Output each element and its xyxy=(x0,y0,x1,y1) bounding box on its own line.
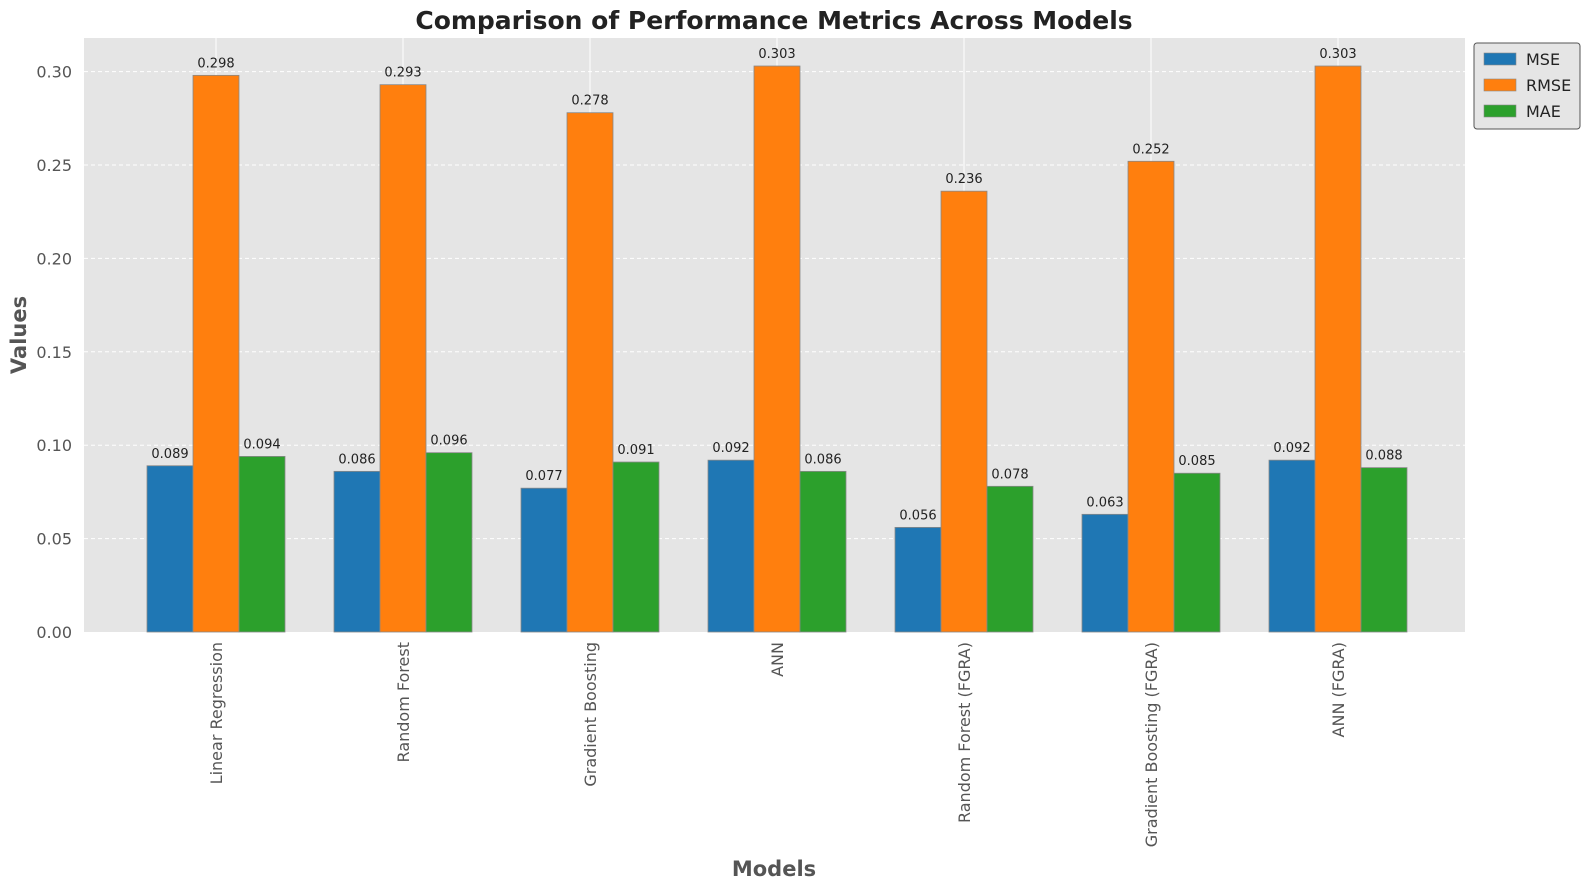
x-tick-label: Random Forest xyxy=(394,642,413,762)
x-tick-label: ANN (FGRA) xyxy=(1329,642,1348,737)
bar-rmse xyxy=(940,190,988,633)
data-labels: 0.089 0.298 0.094 0.086 0.293 0.096 0.077 0.278… xyxy=(151,47,1402,523)
bars xyxy=(146,65,1408,633)
data-label: 0.298 xyxy=(197,56,234,71)
x-tick-label: ANN xyxy=(768,642,787,677)
legend-swatch-mse xyxy=(1483,52,1517,66)
bar-mse xyxy=(146,465,194,633)
legend-label-mse: MSE xyxy=(1526,50,1560,69)
bar-rmse xyxy=(379,84,427,633)
data-label: 0.063 xyxy=(1086,495,1123,510)
bar-mae xyxy=(799,470,847,633)
data-label: 0.236 xyxy=(945,172,982,187)
bar-mse xyxy=(894,526,942,633)
y-axis-label: Values xyxy=(7,296,31,374)
bar-rmse xyxy=(753,65,801,633)
data-label: 0.078 xyxy=(991,467,1028,482)
bar-mae xyxy=(1173,472,1221,633)
data-label: 0.094 xyxy=(243,437,280,452)
y-tick-label: 0.30 xyxy=(36,63,72,82)
legend-label-mae: MAE xyxy=(1526,102,1561,121)
bar-mse xyxy=(333,470,381,633)
bar-mse xyxy=(707,459,755,633)
legend-swatch-rmse xyxy=(1483,78,1517,92)
data-label: 0.085 xyxy=(1178,454,1215,469)
data-label: 0.096 xyxy=(430,434,467,449)
bar-mse xyxy=(520,487,568,633)
data-label: 0.252 xyxy=(1132,142,1169,157)
data-label: 0.086 xyxy=(338,452,375,467)
y-tick-label: 0.25 xyxy=(36,156,72,175)
y-axis-ticks: 0.00 0.05 0.10 0.15 0.20 0.25 0.30 xyxy=(36,63,72,642)
bar-rmse xyxy=(566,112,614,633)
y-tick-label: 0.15 xyxy=(36,343,72,362)
bar-rmse xyxy=(1127,160,1175,633)
data-label: 0.278 xyxy=(571,94,608,109)
x-tick-label: Gradient Boosting xyxy=(581,642,600,787)
x-axis-ticks: Linear Regression Random Forest Gradient B… xyxy=(207,642,1348,847)
bar-mse xyxy=(1268,459,1316,633)
y-tick-label: 0.00 xyxy=(36,623,72,642)
data-label: 0.303 xyxy=(758,47,795,62)
legend-swatch-mae xyxy=(1483,104,1517,118)
data-label: 0.077 xyxy=(525,469,562,484)
data-label: 0.092 xyxy=(1273,441,1310,456)
bar-mae xyxy=(425,452,473,633)
chart-title: Comparison of Performance Metrics Across… xyxy=(415,6,1132,35)
data-label: 0.092 xyxy=(712,441,749,456)
data-label: 0.056 xyxy=(899,508,936,523)
legend-label-rmse: RMSE xyxy=(1526,76,1571,95)
data-label: 0.303 xyxy=(1319,47,1356,62)
y-tick-label: 0.05 xyxy=(36,530,72,549)
data-label: 0.086 xyxy=(804,452,841,467)
x-axis-label: Models xyxy=(732,857,816,881)
x-tick-label: Linear Regression xyxy=(207,642,226,784)
data-label: 0.293 xyxy=(384,66,421,81)
bar-rmse xyxy=(1314,65,1362,633)
y-tick-label: 0.10 xyxy=(36,436,72,455)
bar-mse xyxy=(1081,513,1129,633)
bar-mae xyxy=(238,456,286,633)
y-tick-label: 0.20 xyxy=(36,249,72,268)
bar-mae xyxy=(612,461,660,633)
bar-mae xyxy=(986,485,1034,633)
bar-rmse xyxy=(192,74,240,633)
data-label: 0.089 xyxy=(151,447,188,462)
x-tick-label: Random Forest (FGRA) xyxy=(955,642,974,823)
bar-mae xyxy=(1360,467,1408,633)
legend: MSE RMSE MAE xyxy=(1473,42,1581,130)
data-label: 0.088 xyxy=(1365,449,1402,464)
x-tick-label: Gradient Boosting (FGRA) xyxy=(1142,642,1161,847)
data-label: 0.091 xyxy=(617,443,654,458)
